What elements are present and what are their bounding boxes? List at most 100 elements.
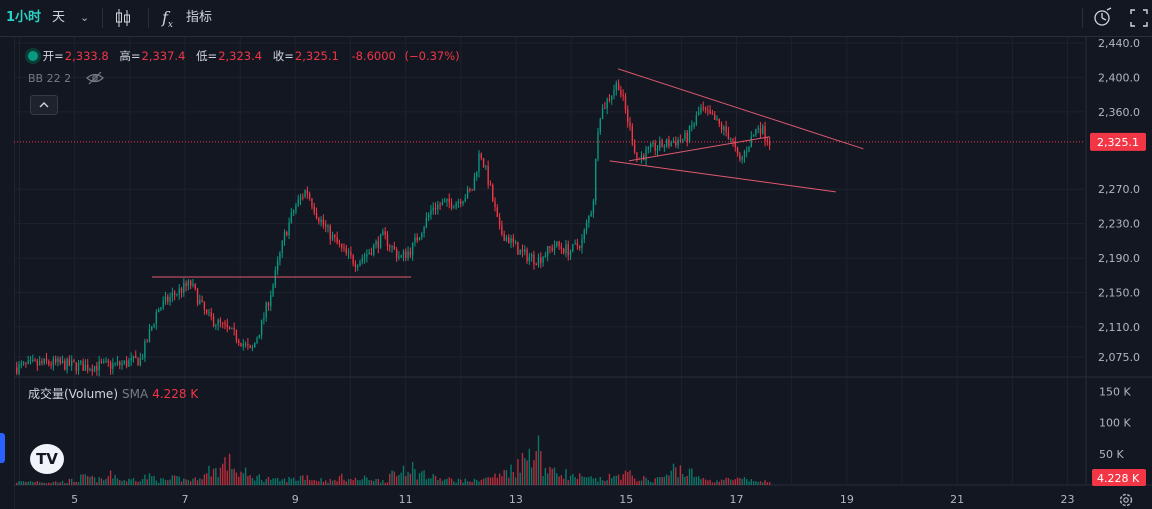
candle-body xyxy=(352,255,354,264)
function-icon[interactable]: fx xyxy=(162,8,173,31)
volume-bar xyxy=(567,480,569,485)
candle-body xyxy=(219,319,222,323)
settings-gear-icon[interactable] xyxy=(1117,491,1135,509)
candle-body xyxy=(128,360,130,367)
candle-body xyxy=(350,252,352,256)
candle-body xyxy=(443,201,446,203)
candle-body xyxy=(487,166,489,185)
candle-body xyxy=(478,153,480,172)
candle-body xyxy=(153,323,155,327)
bollinger-bands-label[interactable]: BB 22 2 xyxy=(28,72,72,85)
candle-body xyxy=(107,360,109,363)
candlestick-icon[interactable] xyxy=(114,7,132,29)
interval-button[interactable]: 1小时 xyxy=(6,10,42,25)
candle-body xyxy=(270,295,272,307)
volume-bar xyxy=(757,481,759,485)
indicators-button[interactable]: 指标 xyxy=(186,10,213,25)
volume-bar xyxy=(407,472,409,485)
volume-bar xyxy=(299,475,302,485)
volume-bar xyxy=(235,472,238,485)
candle-body xyxy=(455,203,457,208)
volume-bar xyxy=(453,481,455,485)
tradingview-logo[interactable]: TV xyxy=(30,444,64,474)
candle-body xyxy=(423,227,425,234)
volume-bar xyxy=(693,476,695,485)
candle-body xyxy=(434,208,437,210)
volume-bar xyxy=(22,481,25,485)
candle-body xyxy=(709,110,711,114)
hide-eye-icon[interactable] xyxy=(86,71,104,85)
price-tick-label: 2,400.0 xyxy=(1098,71,1140,84)
candle-body xyxy=(222,322,224,324)
candle-body xyxy=(114,363,116,365)
candle-body xyxy=(210,312,212,317)
close-value: 2,325.1 xyxy=(294,49,339,63)
volume-bar xyxy=(720,479,723,485)
candle-body xyxy=(553,246,556,251)
candle-body xyxy=(421,233,423,238)
volume-bar xyxy=(231,469,233,485)
volume-bar xyxy=(659,477,661,485)
candle-body xyxy=(235,329,238,341)
volume-bar xyxy=(537,435,540,485)
volume-bar xyxy=(327,482,329,485)
candle-body xyxy=(203,301,206,310)
candle-body xyxy=(748,147,750,152)
volume-bar xyxy=(341,473,343,485)
volume-bar xyxy=(746,479,748,485)
candle-body xyxy=(345,248,347,254)
alert-icon[interactable] xyxy=(1092,6,1114,30)
candle-body xyxy=(416,237,418,241)
candle-body xyxy=(411,242,414,256)
candle-body xyxy=(720,123,723,130)
volume-bar xyxy=(52,481,55,485)
volume-bar xyxy=(167,480,169,485)
candle-body xyxy=(180,288,183,294)
volume-bar xyxy=(189,481,192,485)
candle-body xyxy=(379,234,382,248)
volume-bar xyxy=(439,478,441,485)
chart-style-button[interactable]: 天 xyxy=(52,10,66,25)
candle-body xyxy=(313,206,315,213)
price-chart[interactable]: 2,440.0 2,400.0 2,360.0 2,270.0 2,230.0 2,190… xyxy=(0,37,1152,509)
volume-bar xyxy=(494,473,496,485)
candle-body xyxy=(109,362,112,369)
volume-bar xyxy=(679,465,682,485)
candle-body xyxy=(466,189,469,199)
candle-body xyxy=(684,132,686,139)
volume-bar xyxy=(592,478,595,485)
volume-bar xyxy=(66,483,68,485)
volume-bar xyxy=(425,479,428,485)
volume-bar xyxy=(315,480,318,485)
volume-bar xyxy=(25,481,27,485)
candle-body xyxy=(652,142,654,145)
trendline xyxy=(617,68,864,150)
volume-bar xyxy=(210,476,212,485)
fullscreen-icon[interactable] xyxy=(1128,6,1150,30)
volume-bar xyxy=(629,470,631,485)
candle-body xyxy=(457,201,460,204)
volume-bar xyxy=(75,481,77,485)
candle-body xyxy=(565,244,567,254)
last-price-label: 2,325.1 xyxy=(1097,136,1139,149)
candle-body xyxy=(32,360,34,362)
volume-bar xyxy=(208,465,210,485)
candle-body xyxy=(123,360,125,364)
collapse-legend-button[interactable] xyxy=(30,95,58,115)
candle-body xyxy=(311,198,313,207)
volume-bar xyxy=(732,480,734,485)
volume-bar xyxy=(498,473,501,485)
candle-body xyxy=(139,358,142,366)
chevron-down-icon[interactable]: ⌄ xyxy=(80,11,90,24)
candle-body xyxy=(54,358,57,363)
volume-bar xyxy=(542,475,544,485)
candle-body xyxy=(64,360,66,370)
volume-bar xyxy=(43,482,45,485)
volume-bar xyxy=(496,477,498,485)
volume-bar xyxy=(112,478,114,485)
left-panel-tab[interactable] xyxy=(0,433,5,463)
volume-bar xyxy=(743,477,746,485)
candle-body xyxy=(75,362,77,371)
date-tick-label: 17 xyxy=(730,493,744,506)
candle-body xyxy=(533,254,535,264)
